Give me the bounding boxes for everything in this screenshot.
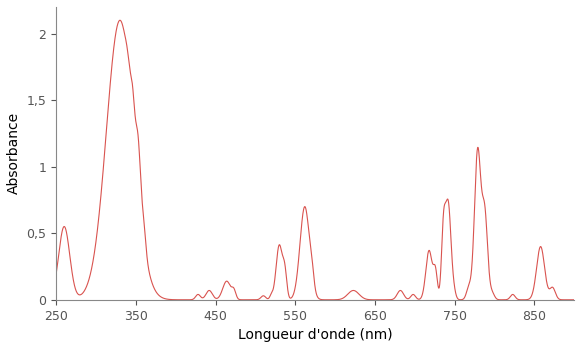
- Y-axis label: Absorbance: Absorbance: [7, 112, 21, 194]
- X-axis label: Longueur d'onde (nm): Longueur d'onde (nm): [238, 328, 392, 342]
